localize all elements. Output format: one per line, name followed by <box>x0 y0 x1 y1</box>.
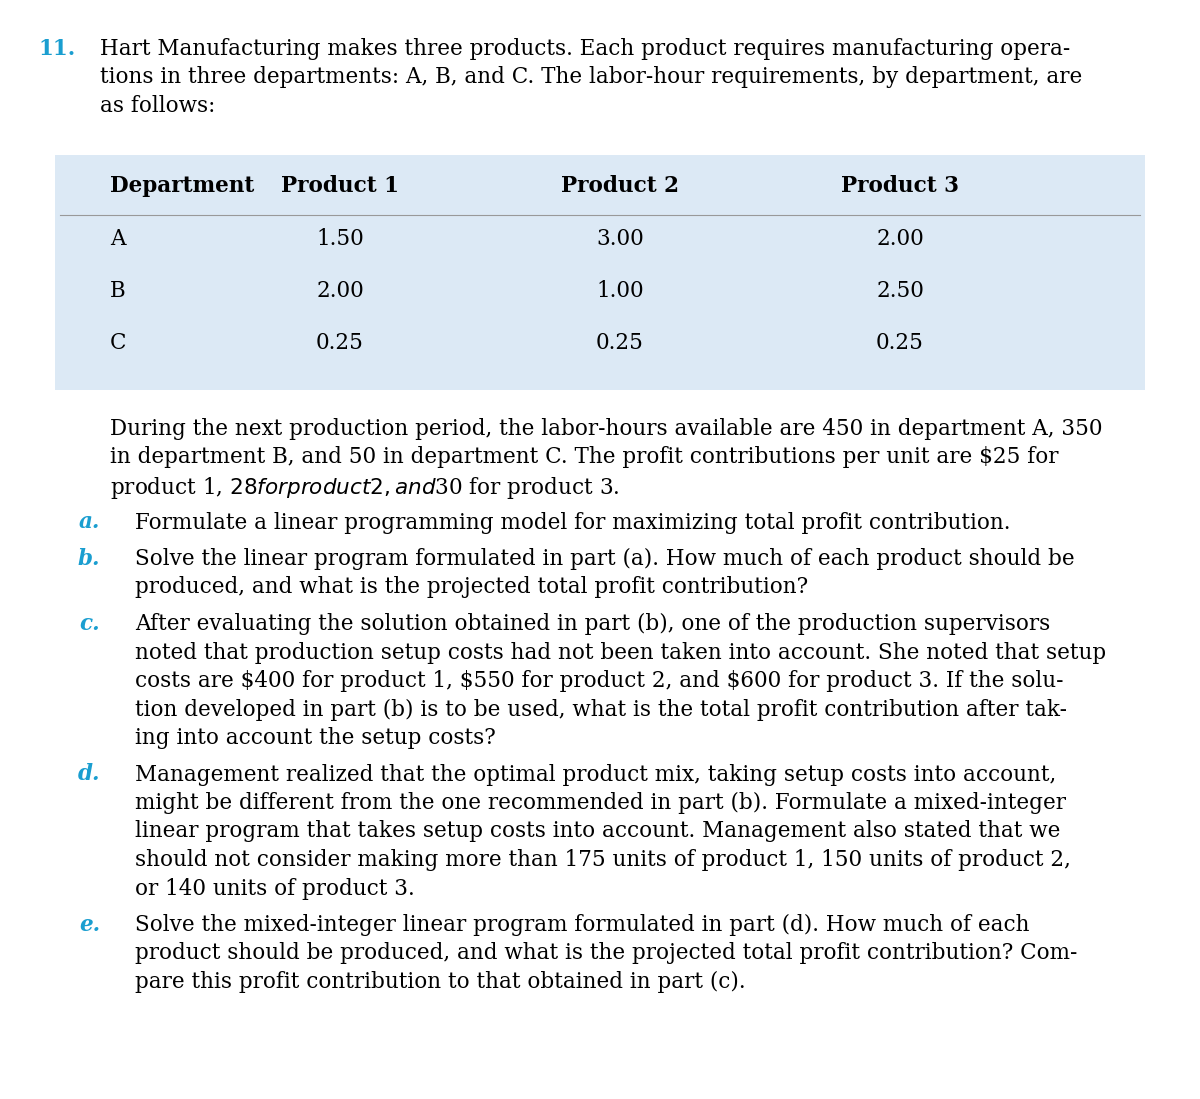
Text: ing into account the setup costs?: ing into account the setup costs? <box>134 728 496 750</box>
Text: product 1, $28 for product 2, and $30 for product 3.: product 1, $28 for product 2, and $30 fo… <box>110 475 619 501</box>
Text: d.: d. <box>78 764 100 786</box>
Text: Management realized that the optimal product mix, taking setup costs into accoun: Management realized that the optimal pro… <box>134 764 1056 786</box>
Text: or 140 units of product 3.: or 140 units of product 3. <box>134 877 415 899</box>
Text: 0.25: 0.25 <box>596 332 644 354</box>
Text: as follows:: as follows: <box>100 95 215 116</box>
Text: in department B, and 50 in department C. The profit contributions per unit are $: in department B, and 50 in department C.… <box>110 446 1058 468</box>
Text: pare this profit contribution to that obtained in part (c).: pare this profit contribution to that ob… <box>134 972 745 993</box>
Text: c.: c. <box>79 613 100 635</box>
Text: 1.00: 1.00 <box>596 280 644 302</box>
Text: linear program that takes setup costs into account. Management also stated that : linear program that takes setup costs in… <box>134 821 1061 843</box>
Text: Hart Manufacturing makes three products. Each product requires manufacturing ope: Hart Manufacturing makes three products.… <box>100 38 1070 60</box>
Text: noted that production setup costs had not been taken into account. She noted tha: noted that production setup costs had no… <box>134 642 1106 664</box>
Text: a.: a. <box>79 511 100 533</box>
Text: 11.: 11. <box>38 38 76 60</box>
Text: Formulate a linear programming model for maximizing total profit contribution.: Formulate a linear programming model for… <box>134 511 1010 533</box>
Text: 1.50: 1.50 <box>316 227 364 249</box>
Text: Solve the mixed-integer linear program formulated in part (d). How much of each: Solve the mixed-integer linear program f… <box>134 914 1030 936</box>
Text: 2.00: 2.00 <box>316 280 364 302</box>
Text: 3.00: 3.00 <box>596 227 644 249</box>
Text: costs are $400 for product 1, $550 for product 2, and $600 for product 3. If the: costs are $400 for product 1, $550 for p… <box>134 670 1063 692</box>
Text: b.: b. <box>78 548 100 570</box>
Text: Product 1: Product 1 <box>281 175 398 197</box>
Text: A: A <box>110 227 126 249</box>
Text: product should be produced, and what is the projected total profit contribution?: product should be produced, and what is … <box>134 943 1078 965</box>
FancyBboxPatch shape <box>55 155 1145 390</box>
Text: produced, and what is the projected total profit contribution?: produced, and what is the projected tota… <box>134 577 808 599</box>
Text: 2.00: 2.00 <box>876 227 924 249</box>
Text: should not consider making more than 175 units of product 1, 150 units of produc: should not consider making more than 175… <box>134 850 1070 872</box>
Text: tions in three departments: A, B, and C. The labor-hour requirements, by departm: tions in three departments: A, B, and C.… <box>100 67 1082 89</box>
Text: Solve the linear program formulated in part (a). How much of each product should: Solve the linear program formulated in p… <box>134 548 1075 570</box>
Text: Product 3: Product 3 <box>841 175 959 197</box>
Text: C: C <box>110 332 126 354</box>
Text: After evaluating the solution obtained in part (b), one of the production superv: After evaluating the solution obtained i… <box>134 613 1050 635</box>
Text: During the next production period, the labor-hours available are 450 in departme: During the next production period, the l… <box>110 418 1103 440</box>
Text: 0.25: 0.25 <box>876 332 924 354</box>
Text: B: B <box>110 280 126 302</box>
Text: tion developed in part (b) is to be used, what is the total profit contribution : tion developed in part (b) is to be used… <box>134 699 1067 721</box>
Text: e.: e. <box>79 914 100 936</box>
Text: Product 2: Product 2 <box>562 175 679 197</box>
Text: 2.50: 2.50 <box>876 280 924 302</box>
Text: might be different from the one recommended in part (b). Formulate a mixed-integ: might be different from the one recommen… <box>134 792 1066 814</box>
Text: Department: Department <box>110 175 254 197</box>
Text: 0.25: 0.25 <box>316 332 364 354</box>
